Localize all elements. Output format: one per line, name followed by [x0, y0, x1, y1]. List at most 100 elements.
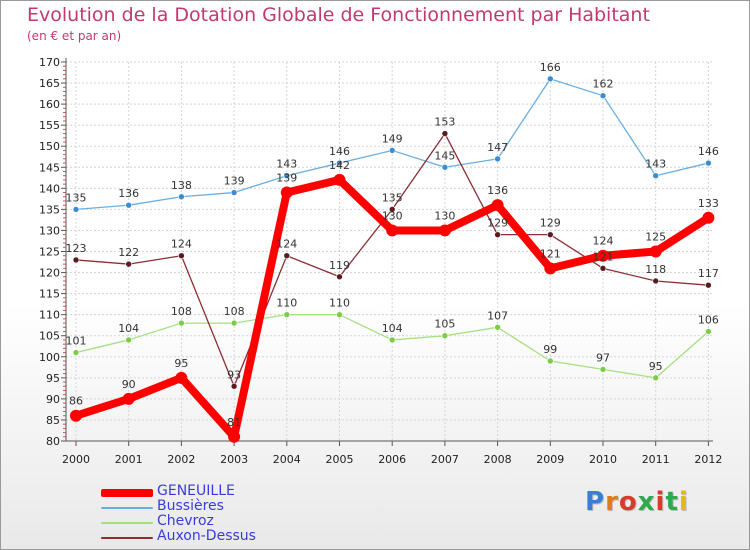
- legend-label: GENEUILLE: [157, 483, 235, 499]
- data-label: 135: [382, 191, 403, 204]
- x-tick-label: 2000: [62, 453, 90, 466]
- legend-item: Bussières: [101, 498, 361, 515]
- axis-layer: 80 85 90 95 100 105 110 115 120 125 130 135 140 145 15…: [39, 56, 722, 466]
- data-point: [72, 349, 80, 356]
- data-label: 153: [434, 116, 455, 129]
- data-point: [178, 252, 185, 260]
- y-tick-label: 100: [39, 351, 60, 364]
- data-point: [441, 332, 449, 340]
- data-label: 139: [276, 172, 297, 185]
- data-label: 117: [698, 267, 719, 280]
- data-point: [125, 201, 132, 209]
- x-tick-label: 2004: [273, 453, 301, 466]
- data-label: 136: [118, 187, 139, 200]
- data-point: [72, 256, 80, 264]
- legend-item: GENEUILLE: [101, 483, 361, 500]
- y-tick-label: 120: [39, 267, 60, 280]
- x-tick-label: 2008: [484, 453, 512, 466]
- y-tick-label: 145: [39, 161, 60, 174]
- data-label: 166: [540, 61, 561, 74]
- data-point: [599, 265, 607, 272]
- x-tick-label: 2005: [326, 453, 354, 466]
- data-point: [438, 224, 451, 237]
- data-label: 139: [224, 175, 245, 188]
- data-point: [491, 199, 504, 212]
- y-tick-label: 140: [39, 182, 60, 195]
- data-point: [546, 231, 554, 238]
- data-point: [546, 75, 554, 83]
- data-point: [441, 130, 449, 137]
- logo-letter: P: [585, 487, 606, 517]
- data-point: [705, 159, 712, 167]
- y-tick-label: 125: [39, 246, 60, 259]
- data-point: [494, 323, 501, 331]
- data-label: 81: [227, 416, 241, 429]
- data-label: 130: [434, 209, 455, 222]
- data-label: 95: [649, 360, 663, 373]
- data-label: 124: [276, 238, 297, 251]
- logo-letter: r: [605, 487, 619, 517]
- data-point: [544, 262, 557, 275]
- legend-item: Chevroz: [101, 513, 361, 530]
- x-tick-label: 2002: [167, 453, 195, 466]
- data-point: [175, 371, 188, 384]
- data-label: 146: [698, 145, 719, 158]
- data-point: [336, 273, 343, 281]
- y-tick-label: 95: [46, 372, 60, 385]
- data-point: [652, 277, 660, 285]
- data-label: 135: [66, 191, 87, 204]
- data-label: 121: [593, 250, 614, 263]
- data-point: [72, 206, 80, 213]
- grid-layer: [66, 61, 713, 442]
- legend-swatch: [101, 488, 153, 497]
- data-label: 142: [329, 159, 350, 172]
- legend-item: Auxon-Dessus: [101, 528, 361, 545]
- data-point: [652, 374, 660, 382]
- proxiti-logo: Proxiti: [585, 487, 689, 517]
- x-tick-label: 2007: [431, 453, 459, 466]
- y-tick-label: 150: [39, 140, 60, 153]
- data-label: 90: [122, 378, 136, 391]
- data-label: 97: [596, 351, 610, 364]
- legend-label: Chevroz: [157, 513, 214, 529]
- x-tick-label: 2001: [115, 453, 143, 466]
- data-point: [283, 311, 291, 318]
- data-point: [652, 172, 660, 179]
- logo-letter: i: [678, 487, 689, 517]
- data-point: [178, 193, 185, 201]
- data-label: 86: [69, 395, 83, 408]
- data-label: 129: [540, 217, 561, 230]
- data-point: [70, 409, 82, 422]
- data-label: 146: [329, 145, 350, 158]
- data-point: [597, 249, 609, 262]
- y-tick-label: 110: [39, 309, 60, 322]
- data-label: 124: [593, 235, 614, 248]
- data-point: [494, 231, 501, 238]
- logo-letter: i: [655, 487, 666, 517]
- data-point: [386, 224, 399, 237]
- data-label: 119: [329, 259, 350, 272]
- data-label: 147: [487, 141, 508, 154]
- y-tick-label: 115: [39, 288, 60, 301]
- data-label: 95: [174, 357, 188, 370]
- data-point: [388, 147, 396, 154]
- data-label: 106: [698, 314, 719, 327]
- data-label: 145: [434, 149, 455, 162]
- data-label: 124: [171, 238, 192, 251]
- x-tick-label: 2011: [642, 453, 670, 466]
- y-tick-label: 160: [39, 98, 60, 111]
- legend-label: Bussières: [157, 498, 224, 514]
- data-point: [705, 281, 712, 289]
- data-label: 133: [698, 197, 719, 210]
- y-tick-label: 155: [39, 119, 60, 132]
- data-label: 143: [276, 158, 297, 171]
- data-point: [705, 328, 712, 335]
- data-point: [333, 173, 346, 186]
- legend: GENEUILLE Bussières Chevroz Auxon-Dessus: [101, 483, 361, 545]
- data-label: 101: [66, 335, 87, 348]
- x-tick-label: 2003: [220, 453, 248, 466]
- data-label: 108: [171, 305, 192, 318]
